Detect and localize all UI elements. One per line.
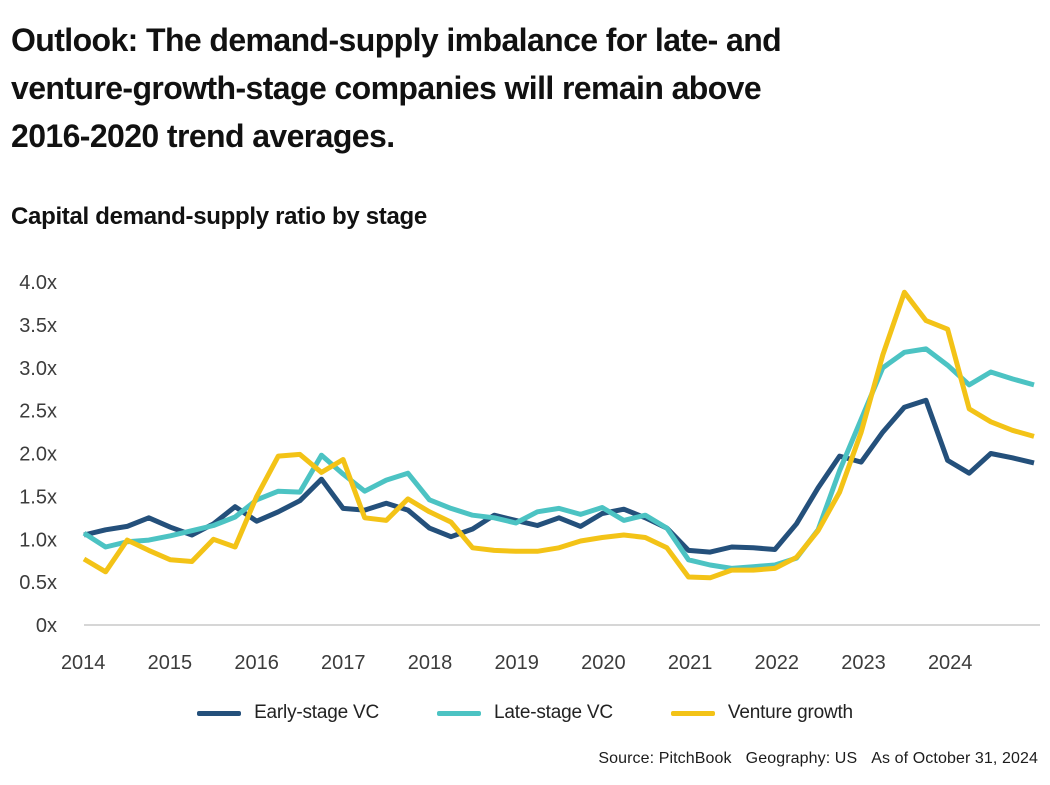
early-stage-vc-line-swatch xyxy=(197,710,242,716)
y-axis-tick-label: 2.5x xyxy=(19,401,57,423)
x-axis-tick-label: 2017 xyxy=(321,652,366,674)
y-axis-tick-label: 2.0x xyxy=(19,444,57,466)
y-axis-tick-label: 4.0x xyxy=(19,272,57,294)
venture-growth-line-swatch xyxy=(670,710,715,716)
x-axis-tick-label: 2016 xyxy=(234,652,279,674)
headline-line-1: Outlook: The demand-supply imbalance for… xyxy=(11,22,782,58)
legend-item-early-stage-vc: Early-stage VC xyxy=(197,702,379,724)
source-text: Source: PitchBook xyxy=(598,750,732,767)
headline-line-3: 2016-2020 trend averages. xyxy=(11,118,395,154)
legend-label: Venture growth xyxy=(727,702,853,723)
legend-label: Late-stage VC xyxy=(494,702,613,723)
y-axis-tick-label: 0.5x xyxy=(19,572,57,594)
x-axis-tick-label: 2014 xyxy=(61,652,106,674)
series-line-venture-growth xyxy=(82,289,1035,581)
y-axis-tick-label: 1.0x xyxy=(19,529,57,551)
as-of-text: As of October 31, 2024 xyxy=(871,750,1038,767)
x-axis-tick-label: 2022 xyxy=(755,652,800,674)
series-line-late-stage-vc xyxy=(82,346,1035,571)
y-axis-tick-label: 1.5x xyxy=(19,486,57,508)
headline-line-2: venture-growth-stage companies will rema… xyxy=(11,70,762,106)
y-axis-tick-label: 3.5x xyxy=(19,315,57,337)
geography-text: Geography: US xyxy=(745,750,858,767)
x-axis-tick-label: 2023 xyxy=(841,652,886,674)
legend: Early-stage VC Late-stage VC Venture gro… xyxy=(0,702,1050,724)
legend-item-late-stage-vc: Late-stage VC xyxy=(437,702,613,724)
x-axis-tick-label: 2018 xyxy=(408,652,453,674)
y-axis-tick-label: 3.0x xyxy=(19,358,57,380)
x-axis-tick-label: 2024 xyxy=(928,652,973,674)
source-attribution: Source: PitchBook Geography: US As of Octo… xyxy=(598,750,1038,768)
headline: Outlook: The demand-supply imbalance for… xyxy=(11,16,782,160)
x-axis-tick-label: 2019 xyxy=(494,652,539,674)
legend-item-venture-growth: Venture growth xyxy=(670,702,853,724)
chart-title: Capital demand-supply ratio by stage xyxy=(11,203,427,230)
x-axis-tick-label: 2015 xyxy=(148,652,193,674)
legend-label: Early-stage VC xyxy=(254,702,380,723)
x-axis-tick-label: 2021 xyxy=(668,652,713,674)
y-axis-tick-label: 0x xyxy=(36,615,57,637)
x-axis-tick-label: 2020 xyxy=(581,652,626,674)
late-stage-vc-line-swatch xyxy=(437,710,482,716)
series-line-early-stage-vc xyxy=(83,397,1035,555)
